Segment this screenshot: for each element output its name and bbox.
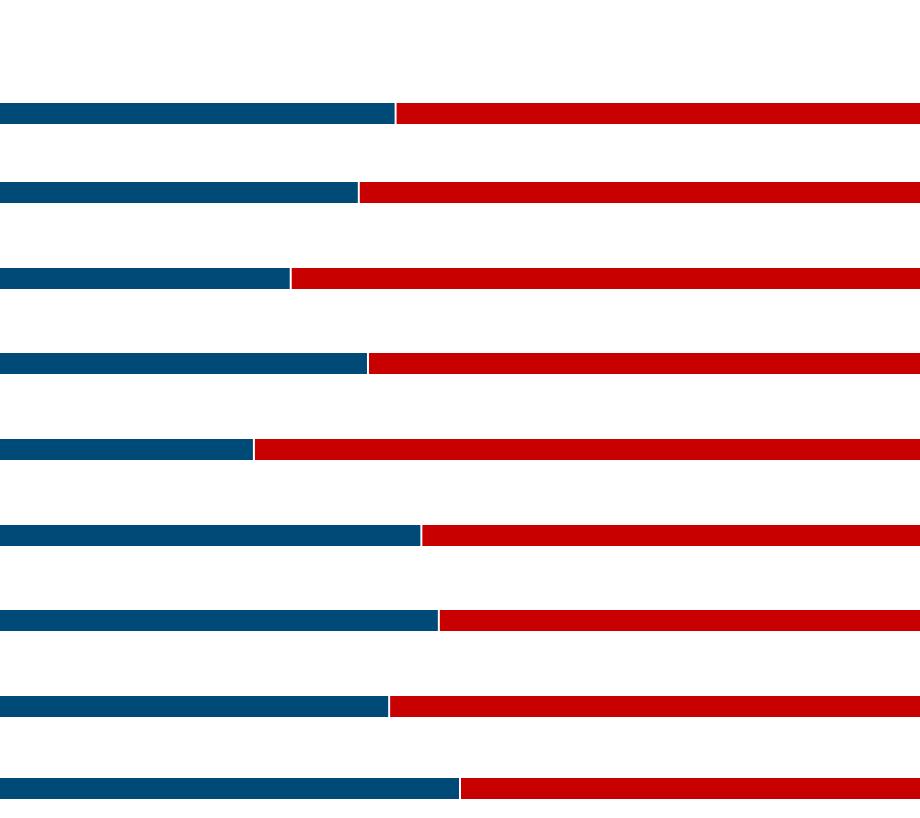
bar-row-6	[0, 525, 920, 546]
bar-segment-row7-series1	[0, 610, 438, 631]
bar-segment-row7-series2	[439, 610, 920, 631]
bar-segment-row8-series1	[0, 696, 389, 717]
bar-segment-row3-series2	[291, 268, 920, 289]
bar-segment-row6-series1	[0, 525, 421, 546]
bar-row-1	[0, 103, 920, 124]
bar-segment-row5-series2	[254, 439, 920, 460]
bar-row-3	[0, 268, 920, 289]
bar-segment-row4-series2	[369, 353, 920, 374]
bar-segment-row2-series2	[359, 182, 920, 203]
bar-segment-row5-series1	[0, 439, 253, 460]
bar-segment-row1-series2	[396, 103, 920, 124]
bar-row-7	[0, 610, 920, 631]
bar-segment-row9-series1	[0, 778, 459, 799]
bar-segment-row9-series2	[461, 778, 920, 799]
bar-row-8	[0, 696, 920, 717]
bar-row-2	[0, 182, 920, 203]
bar-segment-row3-series1	[0, 268, 290, 289]
bar-row-5	[0, 439, 920, 460]
bar-segment-row4-series1	[0, 353, 367, 374]
bar-row-9	[0, 778, 920, 799]
bar-segment-row6-series2	[422, 525, 920, 546]
bar-row-4	[0, 353, 920, 374]
bar-segment-row1-series1	[0, 103, 395, 124]
bar-segment-row8-series2	[390, 696, 920, 717]
bar-segment-row2-series1	[0, 182, 358, 203]
